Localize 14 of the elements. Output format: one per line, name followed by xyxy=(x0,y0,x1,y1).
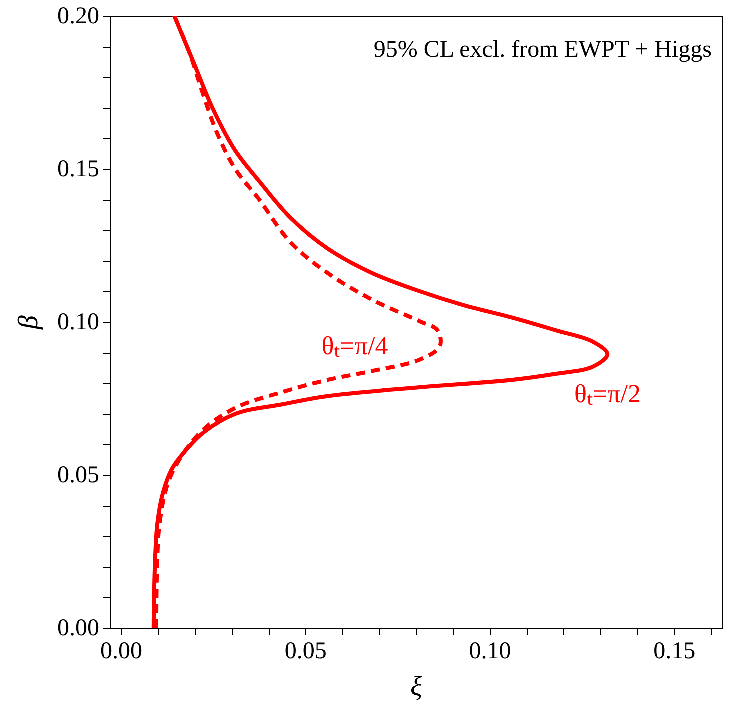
y-tick-label: 0.20 xyxy=(58,4,100,30)
series-label: θₜ=π/2 xyxy=(574,379,641,408)
y-axis-title: β xyxy=(14,315,44,330)
series-label: θₜ=π/4 xyxy=(322,331,388,360)
annotation: 95% CL excl. from EWPT + Higgs xyxy=(374,37,712,63)
y-tick-label: 0.00 xyxy=(58,616,100,642)
x-tick-label: 0.00 xyxy=(100,638,143,664)
x-tick-label: 0.10 xyxy=(469,638,512,664)
y-tick-label: 0.10 xyxy=(58,310,100,336)
y-tick-label: 0.05 xyxy=(58,462,100,488)
x-axis-title: ξ xyxy=(410,672,422,702)
x-tick-label: 0.15 xyxy=(654,638,696,664)
x-tick-label: 0.05 xyxy=(284,638,327,664)
y-tick-label: 0.15 xyxy=(58,156,100,182)
